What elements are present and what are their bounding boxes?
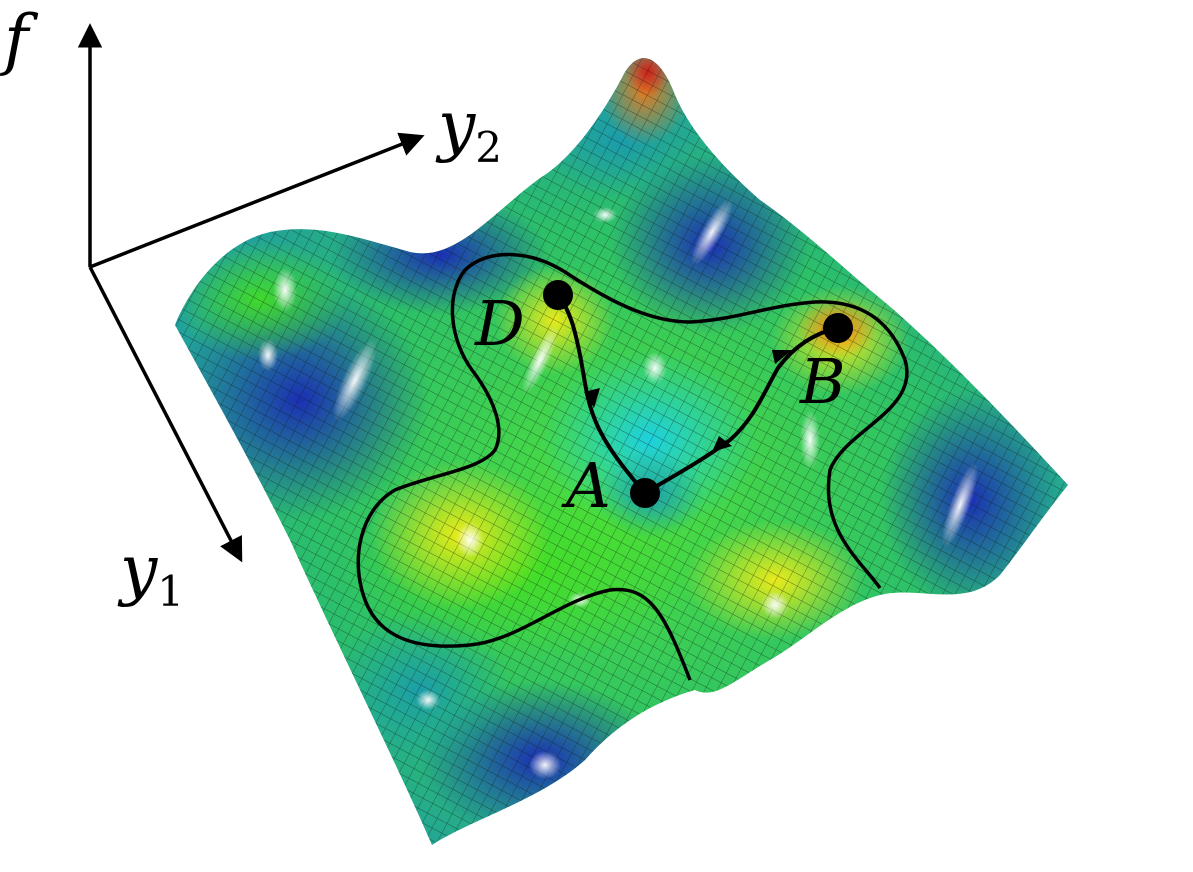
point-d-label: D <box>474 287 525 360</box>
path-a-to-b <box>643 326 839 495</box>
path-a-to-d <box>556 293 647 495</box>
y2-axis <box>89 132 425 269</box>
point-b-label: B <box>799 345 846 418</box>
arrow-marker <box>772 350 792 364</box>
point-b <box>823 313 853 343</box>
arrow-marker <box>712 436 732 452</box>
arrow-marker <box>584 388 600 408</box>
y1-axis <box>88 266 243 563</box>
y1-axis-label: y1 <box>117 531 184 616</box>
contour-line <box>356 252 909 681</box>
point-a-label: A <box>561 449 611 522</box>
coordinate-axes <box>77 23 425 563</box>
surface <box>175 58 1068 845</box>
f-axis-label: f <box>0 1 39 78</box>
point-d <box>543 280 573 310</box>
y2-axis-label: y2 <box>435 87 502 172</box>
point-a <box>630 478 660 508</box>
